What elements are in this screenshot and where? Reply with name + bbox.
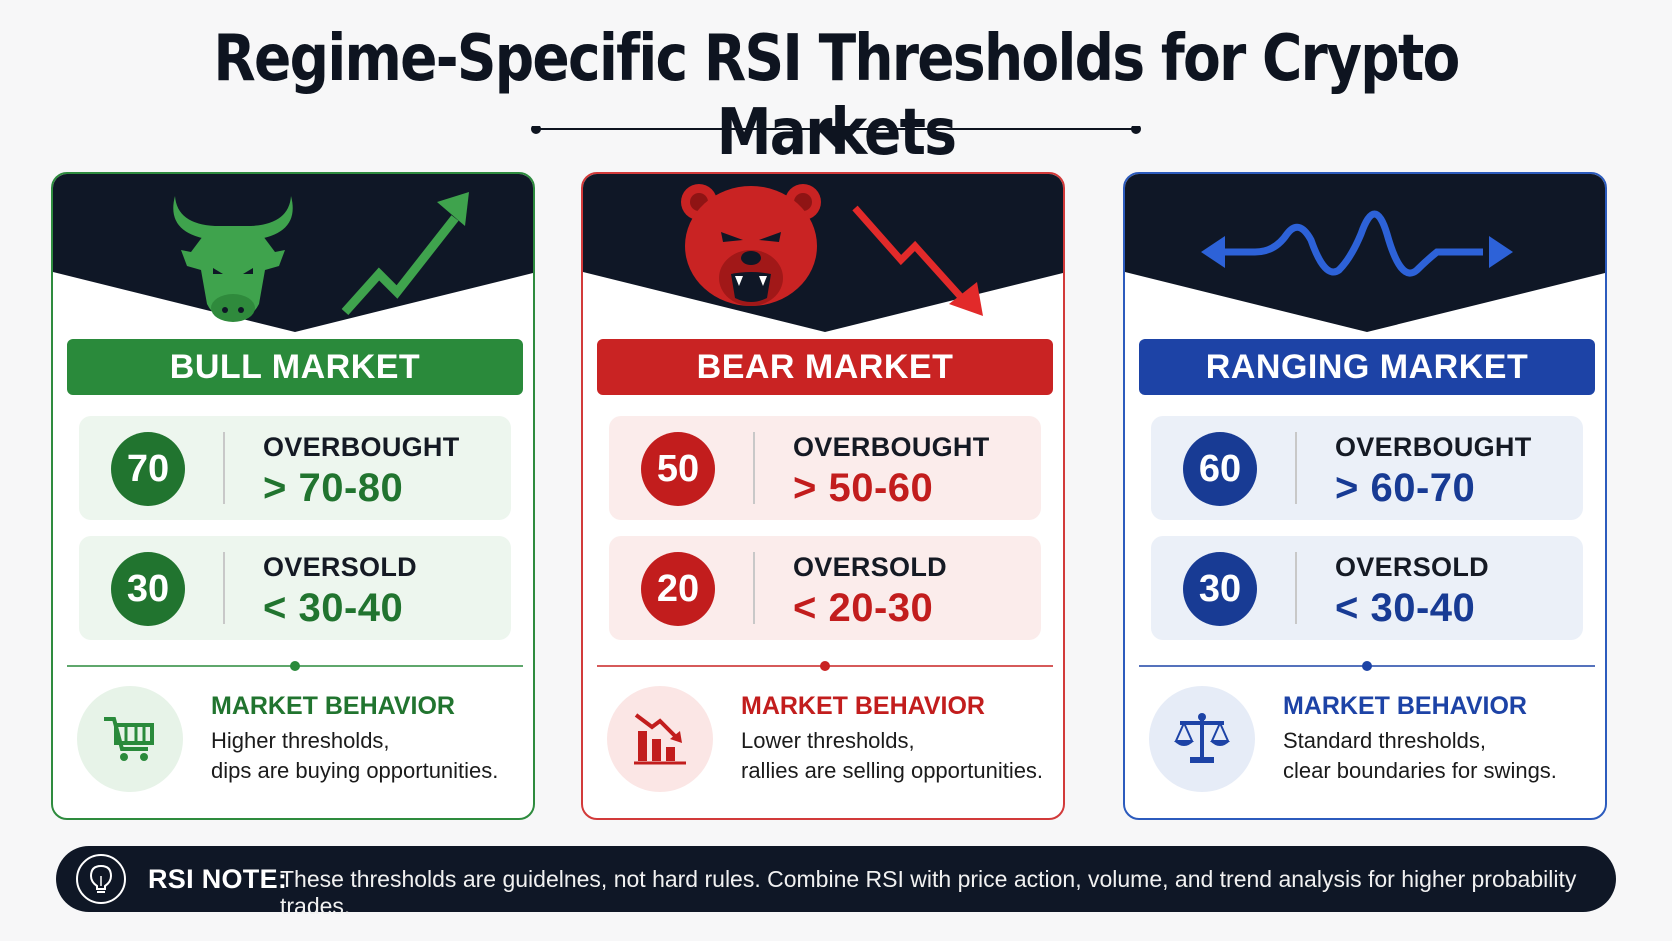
- ranging-overbought-range: > 60-70: [1335, 466, 1476, 510]
- ranging-oversold-range: < 30-40: [1335, 586, 1476, 630]
- bull-overbought-label: OVERBOUGHT: [263, 432, 460, 462]
- bull-behavior-line-2: dips are buying opportunities.: [211, 758, 499, 783]
- bear-overbought-range: > 50-60: [793, 466, 934, 510]
- row-divider: [223, 552, 225, 624]
- trend-up-arrow-icon: [341, 192, 469, 316]
- ranging-behavior-line-1: Standard thresholds,: [1283, 728, 1487, 753]
- bull-oversold-row: 30 OVERSOLD < 30-40: [79, 536, 511, 640]
- bear-card-header: [583, 174, 1063, 332]
- bull-behavior-title: MARKET BEHAVIOR: [211, 692, 455, 720]
- rsi-note-text: These thresholds are guidelnes, not hard…: [280, 866, 1577, 919]
- ranging-overbought-row: 60 OVERBOUGHT > 60-70: [1151, 416, 1583, 520]
- bull-behavior-line-1: Higher thresholds,: [211, 728, 390, 753]
- ranging-overbought-badge: 60: [1183, 432, 1257, 506]
- bear-oversold-range: < 20-30: [793, 586, 934, 630]
- bear-market-banner: BEAR MARKET: [597, 339, 1053, 395]
- ranging-market-card: RANGING MARKET 60 OVERBOUGHT > 60-70 30 …: [1123, 172, 1607, 820]
- title-divider: [531, 126, 1141, 148]
- section-divider: [67, 661, 523, 671]
- ranging-card-header: [1125, 174, 1605, 332]
- section-divider: [597, 661, 1053, 671]
- bull-head-icon: [173, 196, 293, 322]
- sideways-wave-arrow-icon: [1201, 210, 1513, 277]
- bull-overbought-range: > 70-80: [263, 466, 404, 510]
- bear-market-card: BEAR MARKET 50 OVERBOUGHT > 50-60 20 OVE…: [581, 172, 1065, 820]
- bear-oversold-badge: 20: [641, 552, 715, 626]
- ranging-oversold-row: 30 OVERSOLD < 30-40: [1151, 536, 1583, 640]
- bear-behavior-title: MARKET BEHAVIOR: [741, 692, 985, 720]
- lightbulb-icon: [76, 854, 126, 904]
- bull-market-banner: BULL MARKET: [67, 339, 523, 395]
- ranging-market-banner: RANGING MARKET: [1139, 339, 1595, 395]
- bull-oversold-badge: 30: [111, 552, 185, 626]
- bear-behavior-line-1: Lower thresholds,: [741, 728, 915, 753]
- ranging-behavior-line-2: clear boundaries for swings.: [1283, 758, 1557, 783]
- section-divider: [1139, 661, 1595, 671]
- bear-overbought-row: 50 OVERBOUGHT > 50-60: [609, 416, 1041, 520]
- bear-overbought-label: OVERBOUGHT: [793, 432, 990, 462]
- ranging-oversold-badge: 30: [1183, 552, 1257, 626]
- bull-overbought-row: 70 OVERBOUGHT > 70-80: [79, 416, 511, 520]
- bear-overbought-badge: 50: [641, 432, 715, 506]
- ranging-oversold-label: OVERSOLD: [1335, 552, 1489, 582]
- bear-behavior-line-2: rallies are selling opportunities.: [741, 758, 1044, 783]
- trend-down-arrow-icon: [852, 205, 983, 316]
- bear-oversold-row: 20 OVERSOLD < 20-30: [609, 536, 1041, 640]
- row-divider: [1295, 432, 1297, 504]
- balance-scale-icon: [1149, 686, 1255, 792]
- shopping-cart-icon: [77, 686, 183, 792]
- bull-oversold-label: OVERSOLD: [263, 552, 417, 582]
- row-divider: [1295, 552, 1297, 624]
- ranging-behavior-title: MARKET BEHAVIOR: [1283, 692, 1527, 720]
- row-divider: [753, 552, 755, 624]
- falling-bar-chart-icon: [607, 686, 713, 792]
- bear-oversold-label: OVERSOLD: [793, 552, 947, 582]
- row-divider: [223, 432, 225, 504]
- bull-card-header: [53, 174, 533, 332]
- bear-head-icon: [681, 184, 821, 306]
- bull-market-card: BULL MARKET 70 OVERBOUGHT > 70-80 30 OVE…: [51, 172, 535, 820]
- row-divider: [753, 432, 755, 504]
- ranging-overbought-label: OVERBOUGHT: [1335, 432, 1532, 462]
- bull-overbought-badge: 70: [111, 432, 185, 506]
- rsi-note-bar: RSI NOTE: These thresholds are guidelnes…: [56, 846, 1616, 919]
- rsi-note-label: RSI NOTE:: [148, 864, 288, 894]
- bull-oversold-range: < 30-40: [263, 586, 404, 630]
